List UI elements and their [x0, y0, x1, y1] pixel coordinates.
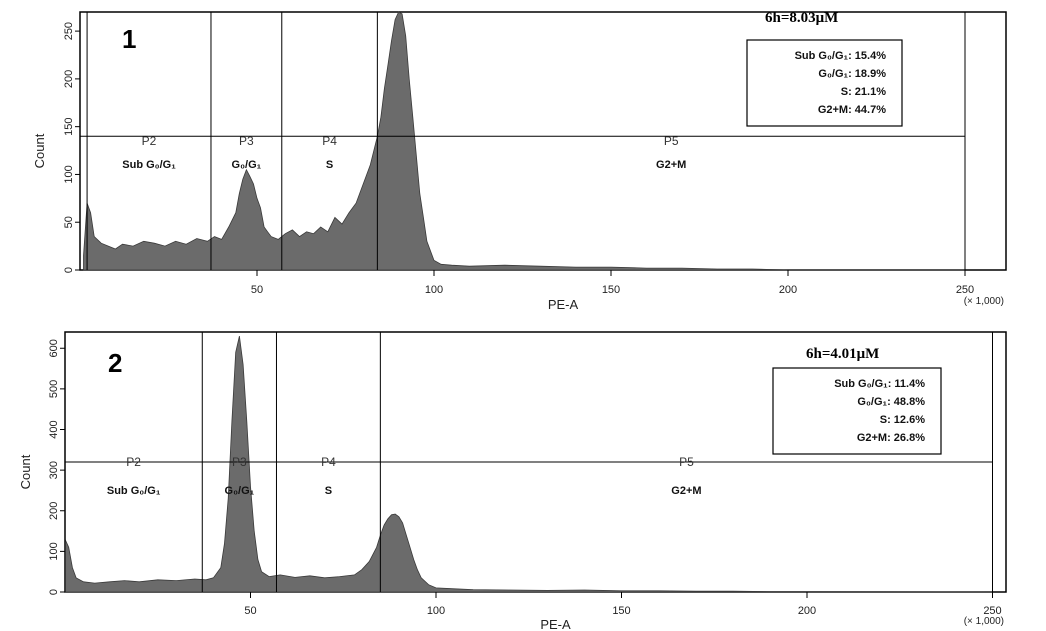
x-tick-label: 200: [779, 284, 797, 296]
y-tick-label: 100: [63, 165, 75, 183]
gate-label-p5: G2+M: [656, 159, 686, 171]
y-tick-label: 50: [63, 216, 75, 228]
y-tick-label: 150: [63, 117, 75, 135]
gate-label-p4: S: [326, 159, 333, 171]
dose-title: 6h=8.03μM: [765, 10, 838, 26]
x-tick-label: 50: [251, 284, 263, 296]
y-axis-title: Count: [32, 133, 47, 168]
stats-box: [746, 39, 903, 127]
x-tick-label: 150: [612, 605, 630, 617]
gate-name-p4: P4: [321, 455, 336, 469]
stat-line: Sub G₀/G₁: 11.4%: [834, 378, 925, 390]
stat-line: G2+M: 44.7%: [818, 104, 886, 116]
gate-name-p4: P4: [322, 134, 337, 148]
y-tick-label: 200: [48, 502, 60, 520]
gate-label-p3: G₀/G₁: [225, 485, 255, 497]
gate-name-p5: P5: [664, 134, 679, 148]
histogram-area: [83, 11, 965, 271]
y-tick-label: 500: [48, 380, 60, 398]
stat-line: G2+M: 26.8%: [857, 432, 925, 444]
y-tick-label: 200: [63, 70, 75, 88]
y-tick-label: 100: [48, 542, 60, 560]
x-tick-label: 100: [427, 605, 445, 617]
gate-name-p2: P2: [142, 134, 157, 148]
stat-line: G₀/G₁: 18.9%: [818, 68, 886, 80]
stat-line: Sub G₀/G₁: 15.4%: [795, 50, 887, 62]
y-tick-label: 400: [48, 420, 60, 438]
y-tick-label: 250: [63, 22, 75, 40]
gate-label-p2: Sub G₀/G₁: [122, 159, 176, 171]
x-tick-label: 50: [244, 605, 256, 617]
stat-line: G₀/G₁: 48.8%: [857, 396, 925, 408]
panel-number: 2: [108, 348, 122, 378]
gate-name-p5: P5: [679, 455, 694, 469]
x-tick-label: 250: [956, 284, 974, 296]
x-tick-label: 100: [425, 284, 443, 296]
y-tick-label: 0: [63, 267, 75, 273]
stat-line: S: 12.6%: [880, 414, 925, 426]
histogram-area: [64, 336, 993, 593]
y-tick-label: 600: [48, 339, 60, 357]
gate-label-p5: G2+M: [671, 485, 701, 497]
x-scale-note: (× 1,000): [964, 616, 1004, 627]
gate-name-p2: P2: [126, 455, 141, 469]
x-scale-note: (× 1,000): [964, 296, 1004, 307]
x-tick-label: 250: [983, 605, 1001, 617]
dose-title: 6h=4.01μM: [806, 346, 879, 362]
gate-label-p4: S: [325, 485, 332, 497]
y-tick-label: 0: [48, 589, 60, 595]
panel-number: 1: [122, 24, 136, 54]
gate-name-p3: P3: [232, 455, 247, 469]
y-tick-label: 300: [48, 461, 60, 479]
stats-box: [772, 367, 942, 455]
y-axis-title: Count: [18, 454, 33, 489]
x-axis-title: PE-A: [540, 617, 571, 631]
gate-label-p2: Sub G₀/G₁: [107, 485, 161, 497]
x-axis-title: PE-A: [548, 297, 579, 312]
x-tick-label: 200: [798, 605, 816, 617]
panel-2: P2 Sub G₀/G₁ P3 G₀/G₁ P4 S P5 G2+M 0 100 200 300 400…: [18, 331, 1007, 631]
gate-name-p3: P3: [239, 134, 254, 148]
x-tick-label: 150: [602, 284, 620, 296]
stat-line: S: 21.1%: [841, 86, 886, 98]
gate-label-p3: G₀/G₁: [232, 159, 262, 171]
